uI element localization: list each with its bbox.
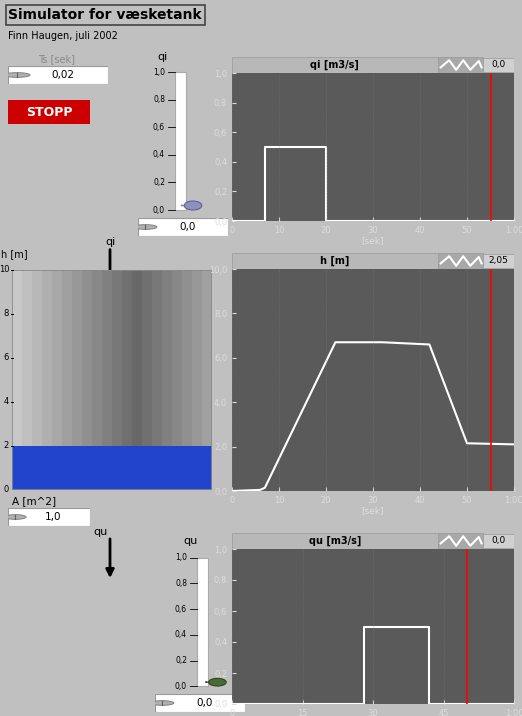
Text: 0,6: 0,6 — [153, 122, 165, 132]
Text: 0,4: 0,4 — [175, 630, 187, 639]
Bar — [142, 270, 152, 490]
Text: 2: 2 — [4, 442, 9, 450]
Text: 0,2: 0,2 — [175, 656, 187, 665]
Text: 0,0: 0,0 — [196, 698, 212, 708]
Bar — [483, 253, 514, 268]
Text: Ts [sek]: Ts [sek] — [38, 54, 75, 64]
Bar — [438, 57, 483, 73]
Text: 4: 4 — [4, 397, 9, 407]
Bar — [72, 270, 82, 490]
Bar — [174, 72, 186, 210]
Bar — [92, 270, 102, 490]
Text: 0,0: 0,0 — [491, 60, 506, 69]
Bar — [112, 270, 122, 490]
Bar — [12, 446, 212, 490]
Text: 0,0: 0,0 — [180, 222, 196, 232]
Text: 1,0: 1,0 — [153, 67, 165, 77]
Bar — [197, 558, 208, 687]
Text: h [m]: h [m] — [1, 249, 27, 259]
Text: h [m]: h [m] — [320, 256, 350, 266]
Text: 0,6: 0,6 — [175, 604, 187, 614]
Text: 0,0: 0,0 — [153, 205, 165, 215]
Bar — [172, 270, 182, 490]
Text: 0: 0 — [4, 485, 9, 495]
Bar — [22, 270, 32, 490]
Text: qu [m3/s]: qu [m3/s] — [309, 536, 361, 546]
Text: 0,2: 0,2 — [153, 178, 165, 187]
Bar — [232, 57, 438, 73]
Text: STOPP: STOPP — [26, 105, 72, 119]
Bar — [152, 270, 162, 490]
Bar — [122, 270, 132, 490]
Bar — [162, 270, 172, 490]
Bar — [62, 270, 72, 490]
Bar — [182, 270, 192, 490]
Bar — [82, 270, 92, 490]
Text: 8: 8 — [4, 309, 9, 319]
Circle shape — [4, 72, 30, 77]
Bar — [32, 270, 42, 490]
Ellipse shape — [209, 678, 226, 686]
Bar — [483, 58, 514, 72]
Circle shape — [134, 225, 157, 229]
Bar — [12, 270, 22, 490]
Bar — [483, 534, 514, 548]
Bar — [232, 533, 438, 549]
Text: qi: qi — [105, 237, 115, 247]
Text: 0,8: 0,8 — [175, 579, 187, 588]
Text: Simulator for væsketank: Simulator for væsketank — [8, 8, 202, 22]
Text: qi: qi — [158, 52, 168, 62]
Bar — [42, 270, 52, 490]
Circle shape — [150, 701, 174, 705]
Text: qu: qu — [183, 536, 197, 546]
Text: 0,0: 0,0 — [491, 536, 506, 546]
X-axis label: [sek]: [sek] — [362, 236, 384, 246]
Text: A [m^2]: A [m^2] — [12, 496, 56, 506]
Text: 0,4: 0,4 — [153, 150, 165, 159]
Text: Finn Haugen, juli 2002: Finn Haugen, juli 2002 — [8, 31, 118, 41]
Text: 0,0: 0,0 — [175, 682, 187, 691]
Bar — [132, 270, 142, 490]
Text: 0,02: 0,02 — [52, 70, 75, 80]
Bar — [438, 533, 483, 549]
Text: qi [m3/s]: qi [m3/s] — [311, 60, 359, 70]
Bar — [438, 253, 483, 269]
Text: 1,0: 1,0 — [175, 553, 187, 562]
Bar — [202, 270, 212, 490]
Text: 2,05: 2,05 — [489, 256, 508, 266]
Text: qu: qu — [94, 527, 108, 537]
Text: 6: 6 — [4, 354, 9, 362]
Text: 10: 10 — [0, 266, 9, 274]
Bar — [232, 253, 438, 269]
Text: 1,0: 1,0 — [45, 512, 62, 522]
Bar — [192, 270, 202, 490]
Ellipse shape — [184, 201, 202, 210]
X-axis label: [sek]: [sek] — [362, 506, 384, 516]
Bar — [52, 270, 62, 490]
Text: 0,8: 0,8 — [153, 95, 165, 104]
Bar — [102, 270, 112, 490]
FancyBboxPatch shape — [5, 99, 93, 125]
Circle shape — [5, 515, 26, 519]
